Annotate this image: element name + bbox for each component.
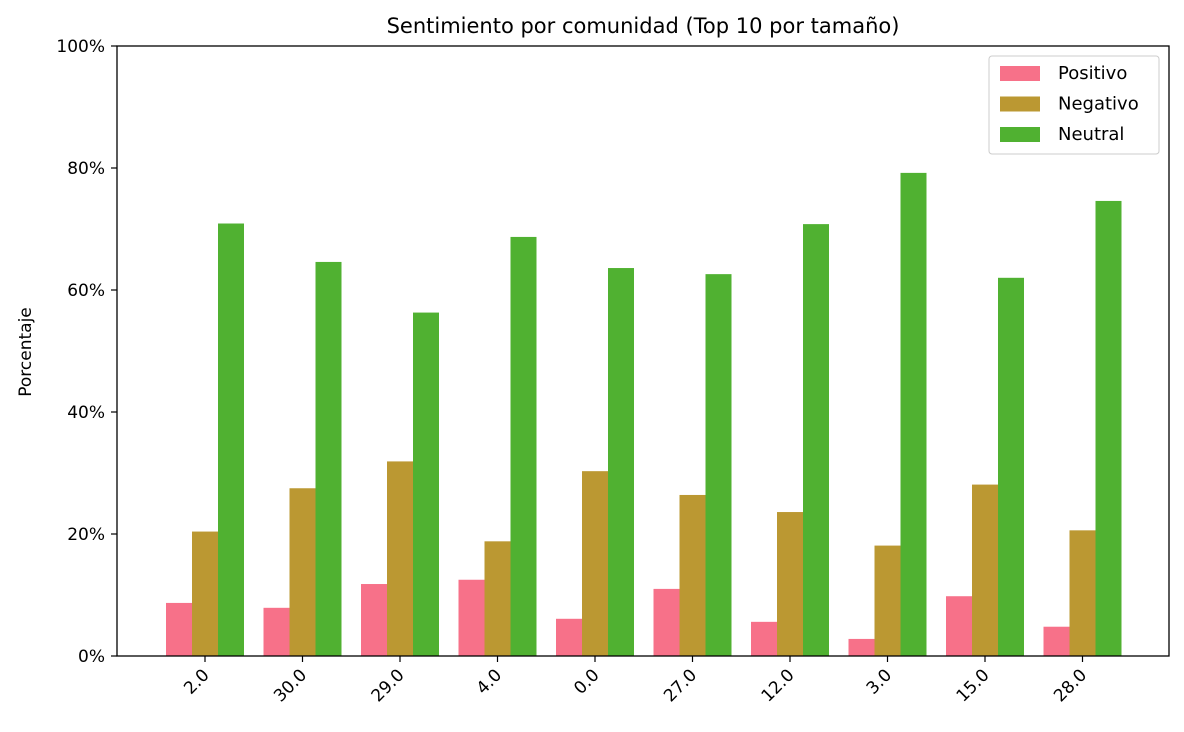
bar-neutral-4.0 <box>510 236 537 656</box>
bar-negativo-28.0 <box>1069 530 1096 656</box>
y-axis: 0% 20% 40% 60% 80% 100% <box>56 37 117 667</box>
legend-label-neutral: Neutral <box>1058 124 1124 145</box>
bar-negativo-30.0 <box>289 488 316 656</box>
bar-negativo-4.0 <box>484 541 511 656</box>
plot-frame <box>116 45 1170 657</box>
bar-neutral-2.0 <box>218 223 244 656</box>
bar-negativo-12.0 <box>777 512 803 656</box>
bar-negativo-29.0 <box>387 461 413 656</box>
bar-negativo-15.0 <box>972 484 998 656</box>
y-tick-label: 100% <box>56 37 105 57</box>
x-axis: 2.0 30.0 29.0 4.0 0.0 27.0 12.0 3.0 15.0 28.0 <box>180 656 1091 706</box>
bar-positivo-4.0 <box>458 579 485 656</box>
bar-neutral-12.0 <box>803 224 829 656</box>
x-tick-label: 12.0 <box>758 665 799 706</box>
bar-positivo-2.0 <box>166 602 192 656</box>
legend-label-negativo: Negativo <box>1058 94 1139 115</box>
legend-label-positivo: Positivo <box>1058 63 1127 84</box>
legend-swatch-negativo <box>1000 96 1040 112</box>
bar-negativo-3.0 <box>874 545 901 656</box>
bar-positivo-28.0 <box>1043 626 1070 656</box>
y-axis-label: Porcentaje <box>16 307 36 397</box>
bar-neutral-28.0 <box>1095 200 1122 656</box>
bar-positivo-27.0 <box>653 588 680 656</box>
x-tick-label: 4.0 <box>473 665 506 698</box>
bar-positivo-30.0 <box>263 607 290 656</box>
x-tick-label: 29.0 <box>368 665 409 706</box>
bar-positivo-12.0 <box>751 621 777 656</box>
y-tick-label: 60% <box>67 281 105 301</box>
x-tick-label: 0.0 <box>570 665 603 698</box>
bar-neutral-27.0 <box>705 274 732 656</box>
bar-neutral-30.0 <box>315 261 342 656</box>
y-tick-label: 40% <box>67 403 105 423</box>
legend-swatch-neutral <box>1000 127 1040 142</box>
bar-negativo-2.0 <box>192 531 218 656</box>
bar-neutral-29.0 <box>413 312 439 656</box>
y-tick-label: 20% <box>67 525 105 545</box>
legend-swatch-positivo <box>1000 66 1040 81</box>
x-tick-label: 30.0 <box>270 665 311 706</box>
x-tick-label: 28.0 <box>1050 665 1091 706</box>
bar-neutral-15.0 <box>998 277 1024 656</box>
bar-positivo-15.0 <box>946 596 972 656</box>
y-tick-label: 0% <box>78 647 105 667</box>
bar-positivo-29.0 <box>361 584 387 656</box>
x-tick-label: 3.0 <box>863 665 896 698</box>
bar-neutral-3.0 <box>900 172 927 656</box>
bar-positivo-3.0 <box>848 638 875 656</box>
x-tick-label: 27.0 <box>660 665 701 706</box>
y-tick-label: 80% <box>67 159 105 179</box>
bar-negativo-27.0 <box>679 494 706 656</box>
x-tick-label: 2.0 <box>180 665 213 698</box>
bar-negativo-0.0 <box>582 471 608 656</box>
x-tick-label: 15.0 <box>953 665 994 706</box>
bar-neutral-0.0 <box>608 268 634 656</box>
legend: Positivo Negativo Neutral <box>988 55 1160 155</box>
chart-title: Sentimiento por comunidad (Top 10 por ta… <box>387 14 900 38</box>
bars-layer <box>166 172 1122 656</box>
bar-positivo-0.0 <box>556 618 582 656</box>
